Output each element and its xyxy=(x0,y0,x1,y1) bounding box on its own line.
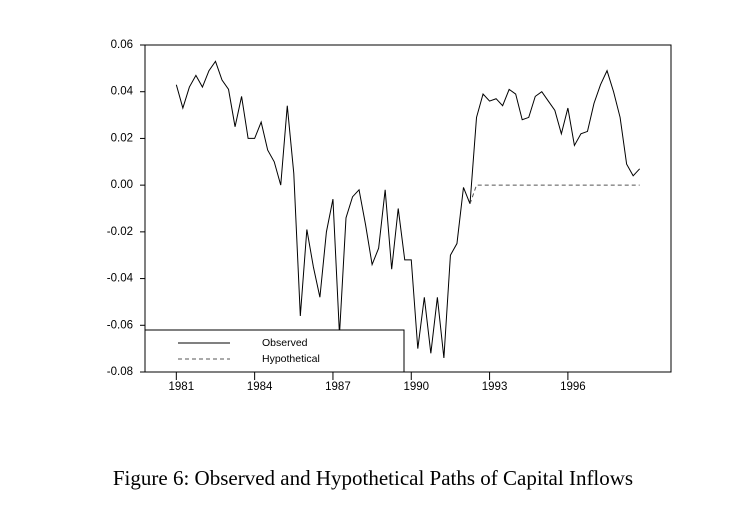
y-tick-label: 0.06 xyxy=(111,39,133,51)
series-line xyxy=(469,184,640,204)
x-tick-label: 1990 xyxy=(403,381,429,393)
y-tick-label: 0.04 xyxy=(111,86,134,98)
figure-caption: Figure 6: Observed and Hypothetical Path… xyxy=(113,466,633,490)
x-tick-label: 1987 xyxy=(325,381,351,393)
legend-box xyxy=(144,329,405,373)
y-tick-label: -0.06 xyxy=(107,319,133,331)
y-tick-label: -0.04 xyxy=(107,273,134,285)
plot-frame xyxy=(144,44,672,373)
y-tick-label: 0.02 xyxy=(111,132,133,144)
y-tick-label: 0.00 xyxy=(111,179,133,191)
x-tick-label: 1993 xyxy=(482,381,508,393)
x-tick-label: 1996 xyxy=(560,381,586,393)
x-tick-label: 1981 xyxy=(169,381,195,393)
x-tick-label: 1984 xyxy=(247,381,273,393)
legend-label: Observed xyxy=(262,337,308,349)
series-line xyxy=(175,60,641,359)
y-tick-label: -0.08 xyxy=(107,366,133,378)
legend-label: Hypothetical xyxy=(262,353,320,365)
y-tick-label: -0.02 xyxy=(107,226,133,238)
